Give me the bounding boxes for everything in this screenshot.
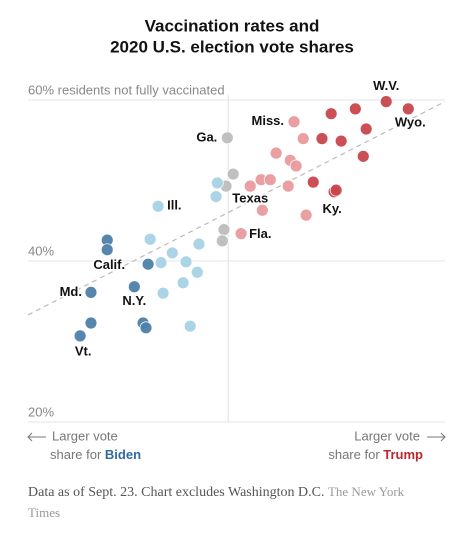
dot xyxy=(154,256,168,270)
footer-note: Data as of Sept. 23. Chart excludes Wash… xyxy=(28,485,325,500)
dot xyxy=(296,132,310,146)
dot xyxy=(143,232,157,246)
dot xyxy=(263,173,277,187)
dot xyxy=(315,132,329,146)
dot xyxy=(156,286,170,300)
y-tick-label: 20% xyxy=(28,404,54,419)
dot xyxy=(73,329,87,343)
dot xyxy=(234,227,248,241)
dot xyxy=(127,280,141,294)
dot xyxy=(217,223,231,237)
dot xyxy=(269,146,283,160)
party-biden: Biden xyxy=(105,447,141,462)
dot xyxy=(287,115,301,129)
point-label: N.Y. xyxy=(122,293,146,308)
x-right-label: share for Trump xyxy=(328,447,423,462)
point-label: Vt. xyxy=(75,343,92,358)
dot xyxy=(165,246,179,260)
dot xyxy=(226,167,240,181)
dot xyxy=(183,319,197,333)
y-tick-label: 40% xyxy=(28,243,54,258)
trend-line xyxy=(27,101,446,316)
dot xyxy=(151,199,165,213)
dot xyxy=(299,208,313,222)
x-left-label: Larger vote xyxy=(52,428,118,443)
point-label: Miss. xyxy=(252,113,285,128)
dot xyxy=(255,203,269,217)
point-label: Calif. xyxy=(93,257,125,272)
dot xyxy=(179,255,193,269)
dot xyxy=(306,175,320,189)
point-label: Ga. xyxy=(196,129,217,144)
x-right-label: share for xyxy=(328,447,383,462)
dot xyxy=(359,122,373,136)
dot xyxy=(190,265,204,279)
y-tick-label: 60% residents not fully vaccinated xyxy=(28,82,225,97)
dot xyxy=(176,276,190,290)
dot xyxy=(281,179,295,193)
party-trump: Trump xyxy=(383,447,423,462)
point-label: Texas xyxy=(232,191,268,206)
dot xyxy=(139,321,153,335)
dot xyxy=(348,102,362,116)
dot xyxy=(192,237,206,251)
chart: Vaccination rates and 2020 U.S. election… xyxy=(27,16,446,462)
dot xyxy=(289,159,303,173)
plot: 60% residents not fully vaccinated 40% 20%… xyxy=(27,77,446,423)
dot xyxy=(141,257,155,271)
chart-title: Vaccination rates and xyxy=(145,16,320,35)
dot xyxy=(356,149,370,163)
point-label: W.V. xyxy=(373,78,399,93)
dot xyxy=(84,316,98,330)
dot xyxy=(329,183,343,197)
chart-title: 2020 U.S. election vote shares xyxy=(110,37,354,56)
left-arrow xyxy=(27,432,46,442)
footer: Data as of Sept. 23. Chart excludes Wash… xyxy=(28,482,413,524)
x-left-label: share for Biden xyxy=(50,447,141,462)
dot xyxy=(243,179,257,193)
x-left-label: share for xyxy=(50,447,105,462)
dot xyxy=(100,243,114,257)
point-label: Ill. xyxy=(167,198,181,213)
dot xyxy=(215,234,229,248)
dot xyxy=(401,102,415,116)
x-right-label: Larger vote xyxy=(354,428,420,443)
dot xyxy=(209,190,223,204)
point-label: Fla. xyxy=(249,226,271,241)
point-label: Ky. xyxy=(322,201,341,216)
point-label: Wyo. xyxy=(395,114,426,129)
dot xyxy=(334,134,348,148)
footer-source: The New York Times xyxy=(28,484,405,520)
dot xyxy=(84,285,98,299)
dot xyxy=(210,176,224,190)
right-arrow xyxy=(427,432,446,442)
dot xyxy=(220,131,234,145)
point-label: Md. xyxy=(60,284,82,299)
dot xyxy=(324,107,338,121)
dot xyxy=(379,95,393,109)
